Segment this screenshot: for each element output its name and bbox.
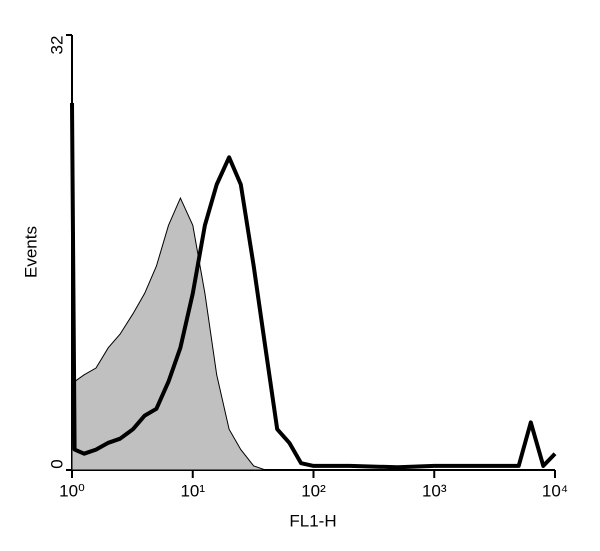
x-tick-label: 10¹ [180,481,205,500]
histogram-line [70,102,557,470]
x-axis-label: FL1-H [289,511,336,530]
histogram-area [71,196,555,471]
y-axis-label: Events [21,226,40,278]
y-tick-label: 0 [47,459,66,468]
x-tick-label: 10³ [422,481,447,500]
x-tick-label: 10⁰ [59,481,85,500]
x-tick-label: 10⁴ [542,481,568,500]
y-tick-label: 32 [47,36,66,55]
x-tick-label: 10² [301,481,326,500]
